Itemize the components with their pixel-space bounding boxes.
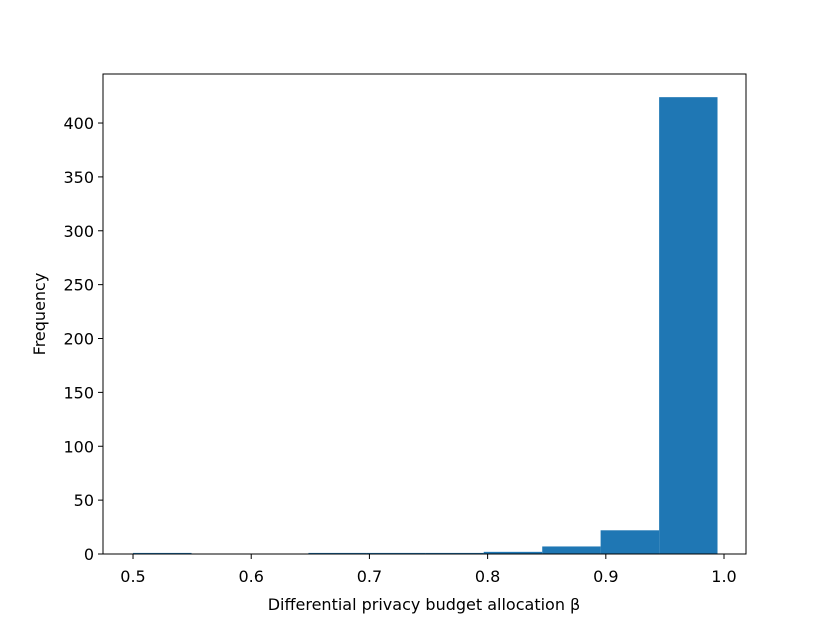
y-tick-label: 400: [63, 114, 94, 133]
bar: [542, 546, 601, 554]
y-axis-label: Frequency: [30, 273, 49, 356]
bar: [483, 551, 543, 554]
x-tick-label: 0.5: [120, 567, 145, 586]
y-tick-label: 100: [63, 437, 94, 456]
y-tick-label: 150: [63, 383, 94, 402]
x-tick-label: 0.6: [238, 567, 263, 586]
bar: [425, 552, 484, 554]
y-tick-label: 350: [63, 168, 94, 187]
bar: [659, 97, 718, 555]
bar: [366, 552, 426, 554]
x-tick-label: 0.9: [593, 567, 618, 586]
x-axis-label: Differential privacy budget allocation β: [268, 595, 581, 614]
y-tick-label: 300: [63, 222, 94, 241]
x-tick-label: 0.8: [475, 567, 500, 586]
bar: [308, 552, 367, 554]
x-tick-label: 0.7: [357, 567, 382, 586]
y-tick-label: 50: [74, 491, 94, 510]
y-tick-label: 200: [63, 330, 94, 349]
bar: [133, 552, 192, 554]
x-tick-label: 1.0: [711, 567, 736, 586]
bar: [600, 530, 660, 554]
y-tick-label: 0: [84, 545, 94, 564]
plot-frame: [102, 73, 747, 555]
y-tick-label: 250: [63, 276, 94, 295]
